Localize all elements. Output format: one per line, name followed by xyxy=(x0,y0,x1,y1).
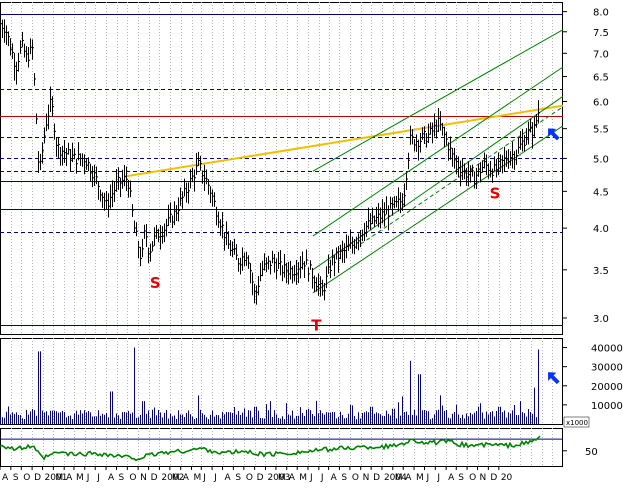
volume-tick-label: 40000 xyxy=(591,344,623,355)
pattern-annotation-label: S xyxy=(150,274,161,292)
time-tick-label: 2001 xyxy=(45,473,68,483)
volume-panel-border xyxy=(0,338,563,425)
time-tick-label: 2003 xyxy=(267,473,290,483)
time-tick-label: A xyxy=(66,473,73,483)
time-tick-label: A xyxy=(448,473,455,483)
channel-trendline xyxy=(312,66,564,237)
time-tick-label: 20 xyxy=(501,473,513,483)
month-gridlines xyxy=(11,2,553,466)
time-tick-label: M xyxy=(172,473,180,483)
time-tick-label: N xyxy=(480,473,487,483)
time-tick-label: D xyxy=(34,473,41,483)
time-tick-label: D xyxy=(490,473,497,483)
time-tick-label: D xyxy=(151,473,158,483)
price-panel-border xyxy=(0,2,563,335)
time-tick-label: S xyxy=(235,473,241,483)
arrow-marker-icon xyxy=(548,128,560,141)
time-tick-label: O xyxy=(23,473,30,483)
time-tick-label: A xyxy=(331,473,338,483)
time-tick-label: M xyxy=(76,473,84,483)
time-tick-label: A xyxy=(289,473,296,483)
volume-unit-box xyxy=(563,416,590,428)
arrow-marker-icon xyxy=(548,372,560,385)
volume-bars xyxy=(0,347,539,424)
time-tick-label: J xyxy=(86,473,90,483)
oscillator-line xyxy=(0,435,541,462)
time-tick-label: M xyxy=(299,473,307,483)
time-tick-label: S xyxy=(341,473,347,483)
time-tick-label: A xyxy=(2,473,9,483)
price-tick-label: 3.5 xyxy=(593,266,609,277)
time-tick-label: J xyxy=(436,473,440,483)
time-tick-label: M xyxy=(194,473,202,483)
time-tick-label: O xyxy=(246,473,253,483)
time-tick-label: D xyxy=(373,473,380,483)
price-tick-label: 6.0 xyxy=(593,97,609,108)
channel-trendline xyxy=(312,29,564,172)
volume-tick-label: 30000 xyxy=(591,363,623,374)
time-tick-label: S xyxy=(13,473,19,483)
time-tick-label: M xyxy=(395,473,403,483)
time-tick-label: M xyxy=(416,473,424,483)
time-tick-label: J xyxy=(309,473,313,483)
volume-unit-label: x1000 xyxy=(566,419,588,427)
time-tick-label: D xyxy=(257,473,264,483)
time-tick-label: J xyxy=(202,473,206,483)
time-tick-label: J xyxy=(426,473,430,483)
time-tick-label: A xyxy=(225,473,232,483)
time-tick-label: M xyxy=(55,473,63,483)
pattern-annotation-label: S xyxy=(490,184,501,202)
time-tick-label: J xyxy=(320,473,324,483)
price-tick-label: 8.0 xyxy=(593,8,609,19)
volume-tick-label: 20000 xyxy=(591,382,623,393)
time-tick-label: M xyxy=(278,473,286,483)
price-tick-label: 4.0 xyxy=(593,224,609,235)
price-bars xyxy=(0,13,540,305)
time-tick-label: J xyxy=(213,473,217,483)
price-tick-label: 7.0 xyxy=(593,49,609,60)
channel-trendline xyxy=(312,125,564,294)
oscillator-tick-label: 50 xyxy=(585,447,598,458)
time-tick-label: A xyxy=(108,473,115,483)
time-tick-label: S xyxy=(119,473,125,483)
price-tick-label: 5.5 xyxy=(593,125,609,136)
time-tick-label: N xyxy=(140,473,147,483)
time-tick-label: 2004 xyxy=(384,473,407,483)
price-tick-label: 5.0 xyxy=(593,154,609,165)
channel-trendline xyxy=(360,106,564,245)
time-tick-label: A xyxy=(183,473,190,483)
time-tick-label: 2002 xyxy=(161,473,184,483)
time-tick-label: O xyxy=(469,473,476,483)
neckline-trendline xyxy=(124,104,564,178)
price-tick-label: 7.5 xyxy=(593,28,609,39)
time-tick-label: A xyxy=(405,473,412,483)
price-tick-label: 3.0 xyxy=(593,314,609,325)
price-tick-label: 4.5 xyxy=(593,187,609,198)
time-tick-label: O xyxy=(352,473,359,483)
volume-tick-label: 10000 xyxy=(591,401,623,412)
time-tick-label: S xyxy=(458,473,464,483)
time-tick-label: J xyxy=(96,473,100,483)
time-tick-label: N xyxy=(363,473,370,483)
time-tick-label: O xyxy=(129,473,136,483)
price-tick-label: 6.5 xyxy=(593,72,609,83)
pattern-annotation-label: T xyxy=(311,317,322,335)
